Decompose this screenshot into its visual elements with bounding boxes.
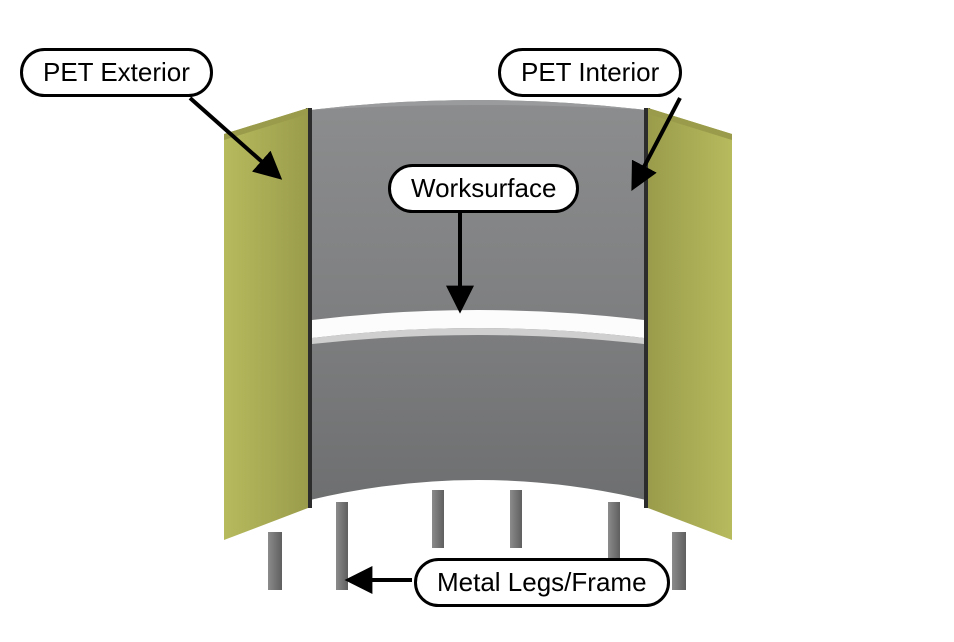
label-pet-exterior: PET Exterior bbox=[20, 48, 213, 97]
label-pet-interior: PET Interior bbox=[498, 48, 682, 97]
label-metal-legs: Metal Legs/Frame bbox=[414, 558, 670, 607]
diagram-stage: PET Exterior PET Interior Worksurface Me… bbox=[0, 0, 954, 642]
exterior-panel-right bbox=[648, 108, 732, 540]
interior-panel bbox=[310, 100, 646, 500]
exterior-panel-left bbox=[224, 108, 308, 540]
label-worksurface: Worksurface bbox=[388, 164, 579, 213]
